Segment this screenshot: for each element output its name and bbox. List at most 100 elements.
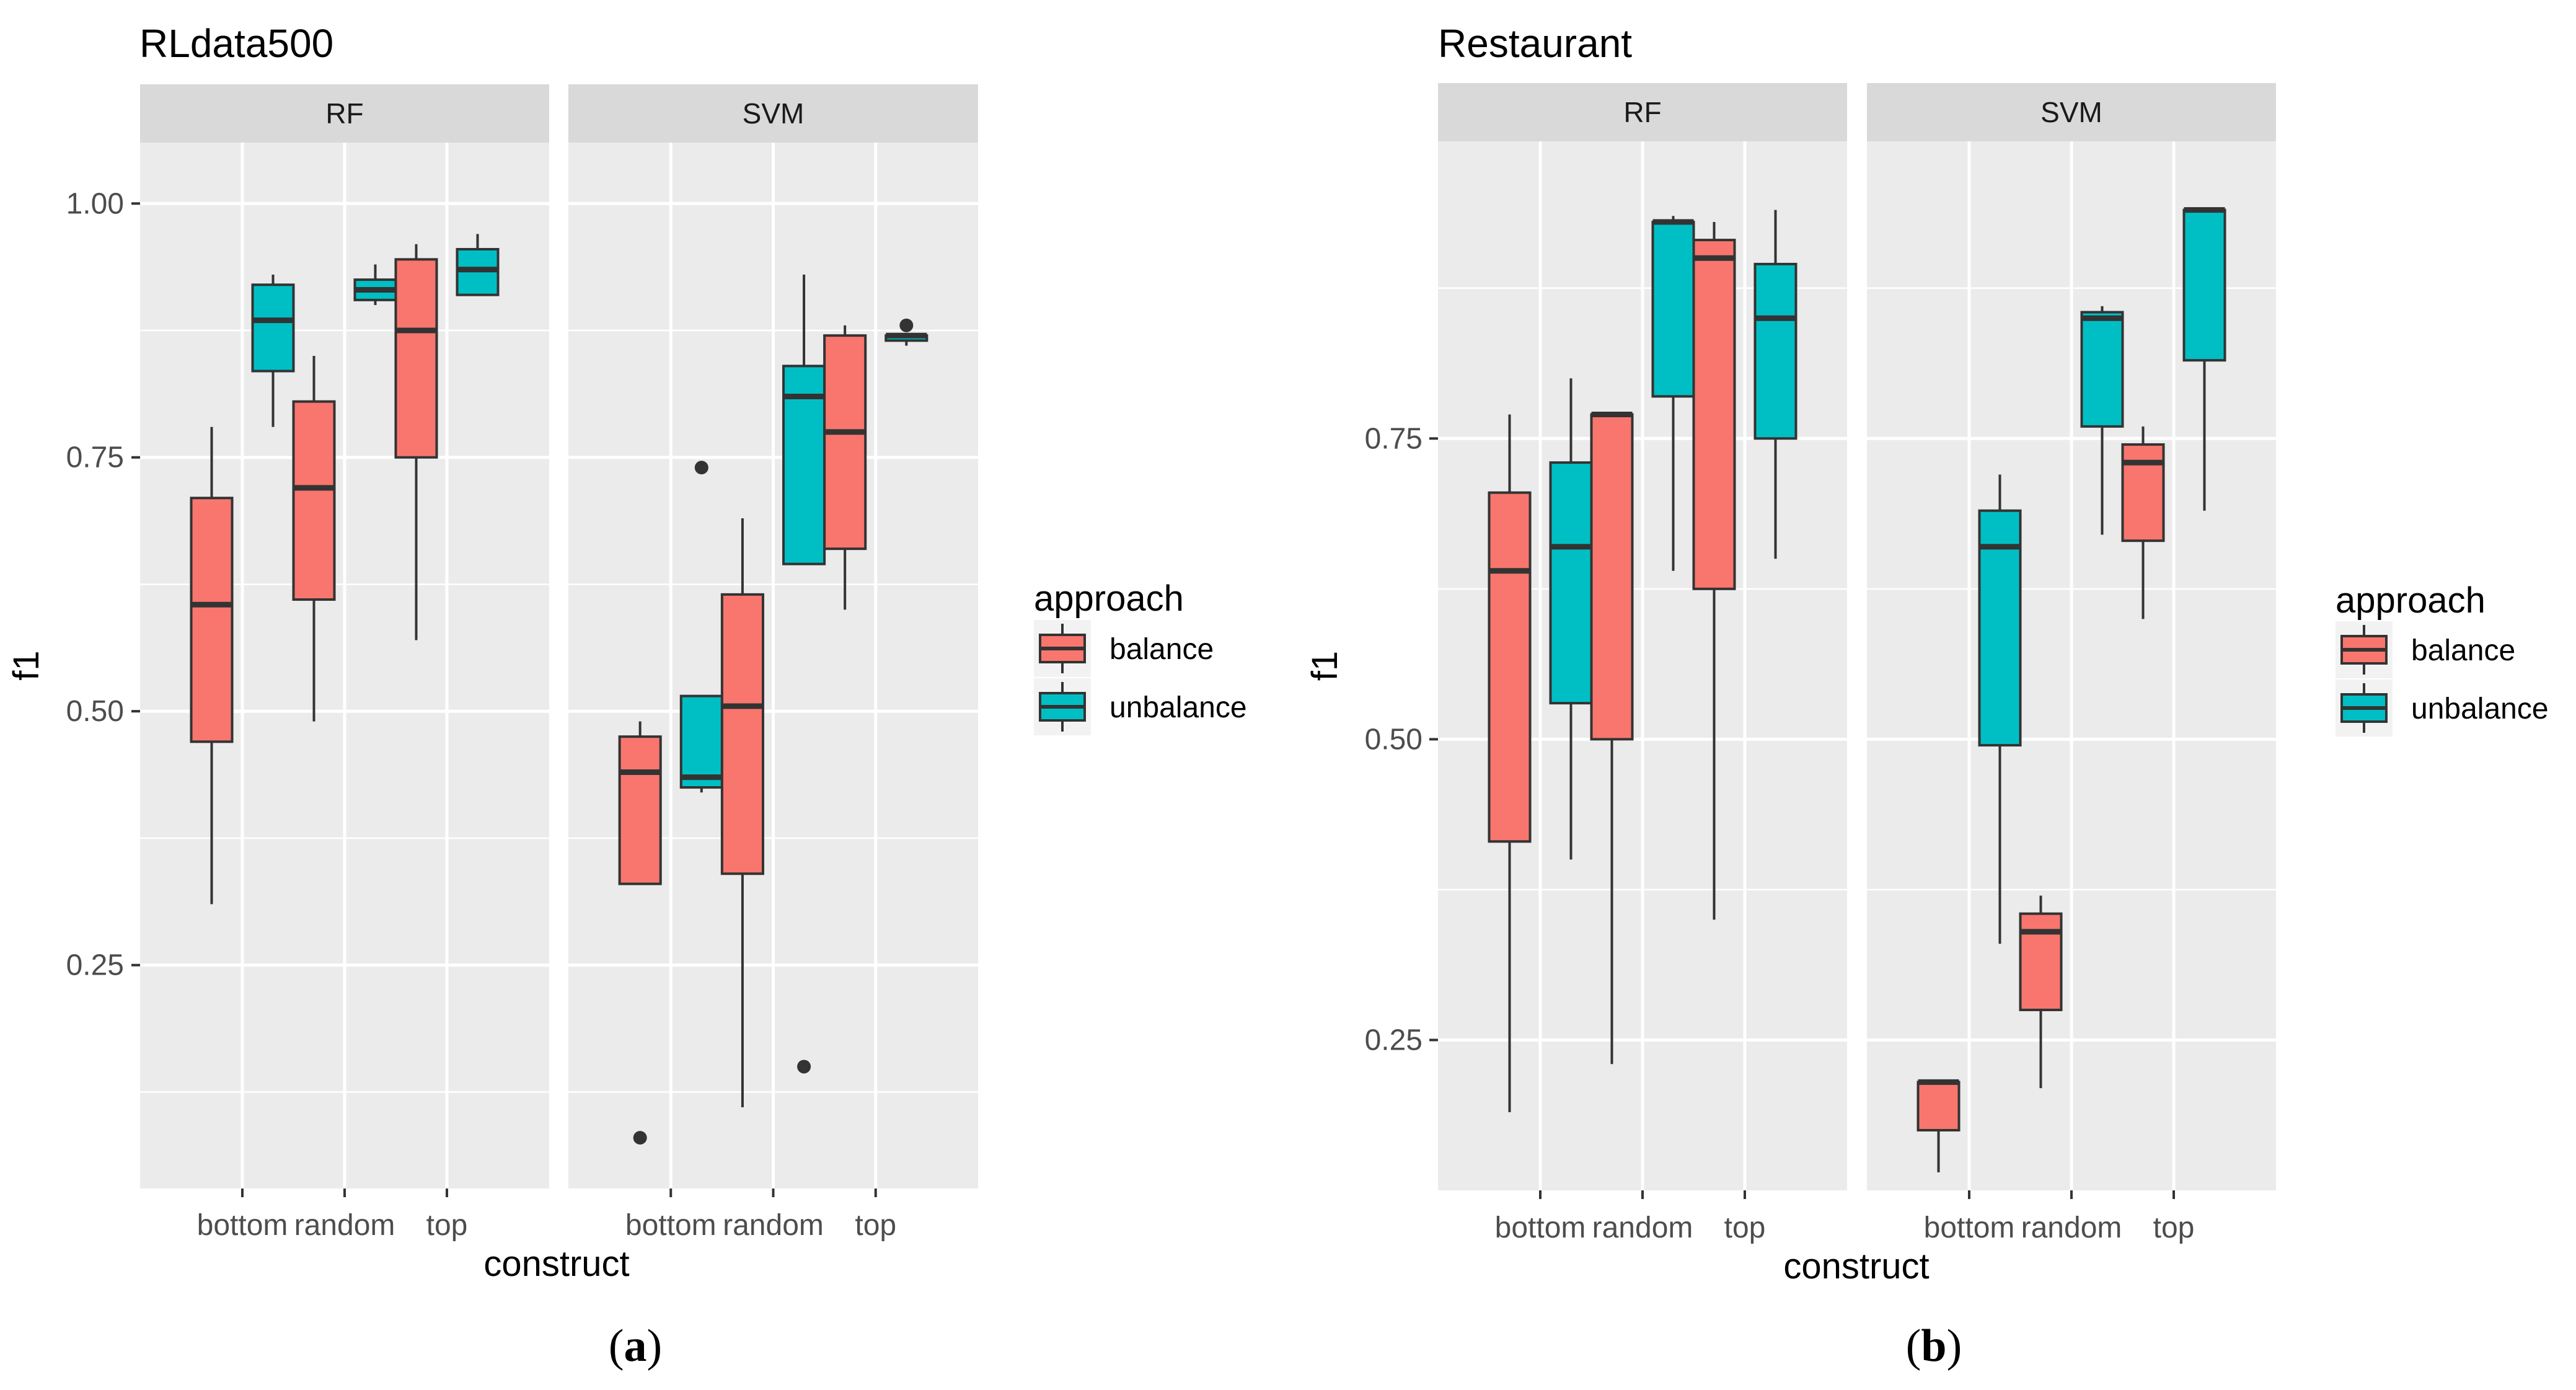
box-body [2019,912,2063,1011]
box-body [618,735,662,885]
box-random-balance [2019,895,2063,1089]
x-tick-label: random [2021,1211,2122,1244]
legend-label-unbalance: unbalance [2411,693,2549,725]
legend-label-unbalance: unbalance [1109,691,1247,724]
y-tick-label: 0.25 [66,949,124,982]
box-body [2121,443,2165,542]
box-top-unbalance [1753,210,1797,559]
outlier-point [694,461,708,475]
box-top-balance [2121,426,2165,619]
box-body [1753,262,1797,440]
facet-svm: SVM bottom random top [568,84,978,1242]
facet-strip [1867,83,2276,141]
box-random-unbalance [782,274,826,1074]
facet-rf: RF bottom random top [140,84,549,1242]
x-tick-label: bottom [1495,1211,1586,1244]
facet-strip [140,84,549,143]
x-tick-label: top [2153,1211,2195,1244]
box-body [1978,509,2022,747]
legend-title: approach [2336,580,2486,621]
x-tick-label: random [1592,1211,1693,1244]
caption-open-paren: ( [609,1321,624,1371]
facet-strip [1438,83,1847,141]
box-body [2182,208,2226,362]
y-tick-label: 0.50 [1365,723,1423,756]
figure-caption: (a) [609,1321,662,1371]
box-body [720,593,764,875]
figure-caption: (b) [1906,1321,1962,1371]
x-tick-label: bottom [625,1209,717,1242]
box-random-unbalance [2080,306,2124,535]
x-tick-label: top [426,1209,468,1242]
y-tick-label: 0.25 [1365,1024,1423,1056]
box-bottom-balance [618,721,662,1145]
box-bottom-unbalance [679,461,723,793]
box-body [190,497,234,743]
plot-title: RLdata500 [139,21,333,66]
y-axis-title: f1 [6,650,46,680]
box-body [251,283,295,373]
y-axis-title: f1 [1305,651,1345,681]
caption-open-paren: ( [1906,1321,1921,1371]
x-tick-label: top [1724,1211,1766,1244]
y-tick-label: 0.75 [1365,422,1423,455]
facet-rf: RF bottom random top [1438,83,1847,1244]
legend-label-balance: balance [2411,634,2515,667]
caption-close-paren: ) [1947,1321,1962,1371]
box-random-balance [1590,411,1634,1065]
box-random-balance [720,518,764,1107]
facet-label: RF [1623,96,1661,128]
facet-label: SVM [743,97,805,130]
legend: approach balance unbalance [1034,578,1247,735]
box-body [1549,461,1593,705]
box-body [2080,311,2124,428]
box-body [292,400,336,601]
box-body [1917,1081,1961,1131]
x-axis-title: construct [1783,1246,1929,1286]
legend: approach balance unbalance [2336,580,2549,737]
outlier-point [633,1131,647,1145]
facet-strip [568,84,978,143]
legend-title: approach [1034,578,1184,619]
caption-letter: b [1921,1321,1946,1371]
outlier-point [797,1060,811,1074]
box-random-balance [292,355,336,722]
box-body [823,334,867,551]
box-top-unbalance [456,234,500,296]
box-body [1692,239,1736,590]
box-body [679,694,723,789]
box-bottom-unbalance [251,274,295,427]
box-body [1590,413,1634,741]
box-body [1488,491,1532,843]
caption-close-paren: ) [647,1321,663,1371]
outlier-point [899,318,914,332]
x-tick-label: bottom [197,1209,288,1242]
legend-label-balance: balance [1109,633,1214,666]
box-bottom-balance [1488,414,1532,1112]
facet-label: RF [325,97,363,130]
x-tick-label: top [855,1209,896,1242]
x-tick-label: random [294,1209,395,1242]
box-top-balance [823,325,867,610]
box-top-balance [1692,222,1736,920]
box-bottom-unbalance [1978,474,2022,944]
plot-title: Restaurant [1438,21,1632,66]
x-axis-title: construct [483,1244,629,1284]
x-tick-label: random [723,1209,824,1242]
y-tick-label: 1.00 [66,187,124,220]
caption-letter: a [624,1321,647,1371]
box-top-unbalance [884,318,929,346]
box-top-unbalance [2182,207,2226,511]
box-top-balance [394,244,438,640]
y-tick-label: 0.50 [66,695,124,728]
x-tick-label: bottom [1924,1211,2015,1244]
facet-svm: SVM bottom random top [1867,83,2276,1244]
box-random-unbalance [1651,216,1695,571]
facet-label: SVM [2040,96,2102,128]
box-bottom-balance [190,427,234,905]
box-body [394,258,438,459]
y-tick-label: 0.75 [66,441,124,474]
